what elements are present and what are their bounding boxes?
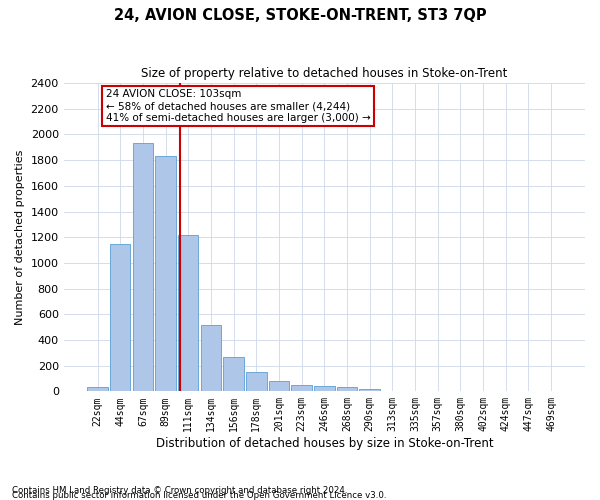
Bar — [110, 244, 130, 392]
Bar — [269, 381, 289, 392]
Y-axis label: Number of detached properties: Number of detached properties — [15, 150, 25, 325]
Text: Contains HM Land Registry data © Crown copyright and database right 2024.: Contains HM Land Registry data © Crown c… — [12, 486, 347, 495]
Bar — [223, 356, 244, 392]
Bar — [337, 388, 357, 392]
Bar — [246, 372, 266, 392]
X-axis label: Distribution of detached houses by size in Stoke-on-Trent: Distribution of detached houses by size … — [155, 437, 493, 450]
Bar — [133, 144, 153, 392]
Text: Contains public sector information licensed under the Open Government Licence v3: Contains public sector information licen… — [12, 490, 386, 500]
Bar — [88, 388, 108, 392]
Bar — [155, 156, 176, 392]
Bar — [382, 390, 403, 392]
Bar — [359, 390, 380, 392]
Bar — [178, 234, 199, 392]
Text: 24, AVION CLOSE, STOKE-ON-TRENT, ST3 7QP: 24, AVION CLOSE, STOKE-ON-TRENT, ST3 7QP — [113, 8, 487, 22]
Bar — [314, 386, 335, 392]
Bar — [292, 385, 312, 392]
Bar — [201, 324, 221, 392]
Title: Size of property relative to detached houses in Stoke-on-Trent: Size of property relative to detached ho… — [141, 68, 508, 80]
Text: 24 AVION CLOSE: 103sqm
← 58% of detached houses are smaller (4,244)
41% of semi-: 24 AVION CLOSE: 103sqm ← 58% of detached… — [106, 90, 370, 122]
